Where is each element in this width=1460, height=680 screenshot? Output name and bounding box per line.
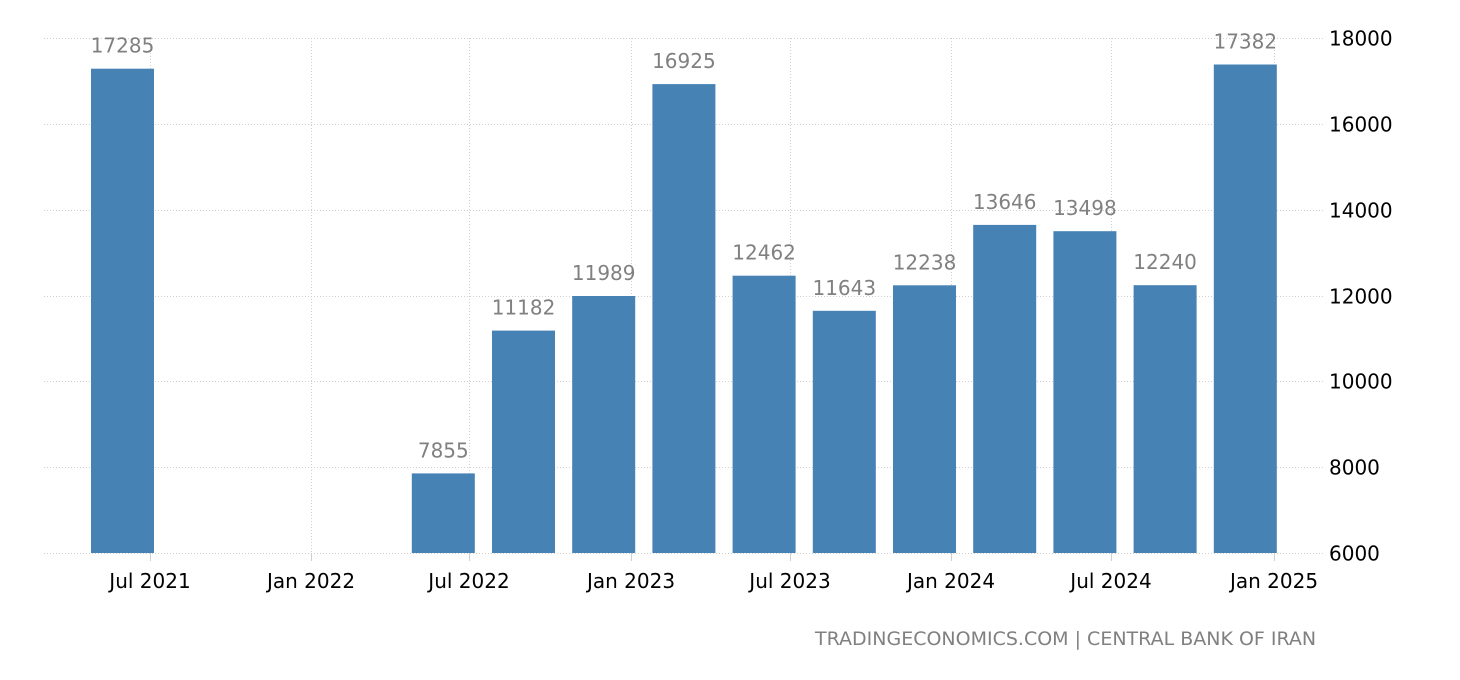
bar-value-label: 12240 — [1133, 250, 1197, 274]
bars — [91, 64, 1277, 553]
x-tick-label: Jul 2022 — [426, 569, 509, 593]
bar — [973, 224, 1037, 553]
x-axis: Jul 2021 Jan 2022 Jul 2022 Jan 2023 Jul 2023… — [107, 553, 1318, 593]
x-tick-label: Jan 2024 — [905, 569, 995, 593]
bar — [492, 330, 555, 553]
bar-value-label: 12238 — [893, 250, 957, 274]
y-tick-label: 8000 — [1329, 456, 1380, 480]
bar-value-label: 7855 — [418, 438, 469, 462]
bar-value-label: 11643 — [812, 276, 876, 300]
y-axis: 6000 8000 10000 12000 14000 16000 18000 — [1329, 27, 1393, 566]
bar — [732, 275, 796, 553]
y-tick-label: 16000 — [1329, 113, 1393, 137]
bar-value-label: 12462 — [732, 241, 796, 265]
bar — [812, 310, 876, 553]
bar — [1133, 285, 1197, 553]
y-tick-label: 6000 — [1329, 542, 1380, 566]
bar-value-label: 13498 — [1053, 196, 1117, 220]
bar-value-label: 11989 — [572, 261, 636, 285]
bar — [893, 285, 956, 553]
y-tick-label: 10000 — [1329, 370, 1393, 394]
bar — [572, 296, 636, 553]
bar — [1213, 64, 1277, 553]
bar-value-label: 11182 — [492, 296, 556, 320]
bar — [91, 68, 154, 553]
bar-value-label: 17382 — [1213, 30, 1277, 54]
bar — [1053, 231, 1117, 553]
source-attribution: TRADINGECONOMICS.COM | CENTRAL BANK OF I… — [815, 628, 1317, 650]
y-tick-label: 12000 — [1329, 285, 1393, 309]
x-tick-label: Jan 2022 — [265, 569, 355, 593]
bar — [652, 84, 716, 553]
bar-value-label: 17285 — [91, 34, 155, 58]
bar-value-label: 13646 — [973, 190, 1037, 214]
x-tick-label: Jan 2023 — [585, 569, 675, 593]
bar — [411, 473, 475, 553]
y-tick-label: 18000 — [1329, 27, 1393, 51]
data-labels: 17285 7855 11182 11989 16925 12462 11643 12238 1… — [91, 30, 1277, 463]
x-tick-label: Jul 2021 — [107, 569, 190, 593]
y-tick-label: 14000 — [1329, 199, 1393, 223]
bar-value-label: 16925 — [652, 49, 716, 73]
x-tick-label: Jul 2024 — [1068, 569, 1151, 593]
x-tick-label: Jan 2025 — [1228, 569, 1318, 593]
x-tick-label: Jul 2023 — [747, 569, 830, 593]
